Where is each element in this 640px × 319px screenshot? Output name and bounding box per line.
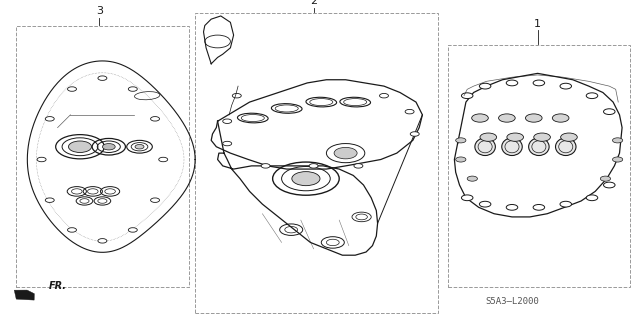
Circle shape [525, 114, 542, 122]
Circle shape [45, 198, 54, 203]
Circle shape [560, 201, 572, 207]
Circle shape [309, 164, 318, 168]
Polygon shape [14, 290, 35, 300]
Circle shape [128, 228, 137, 232]
Circle shape [480, 133, 497, 141]
Circle shape [67, 228, 76, 232]
Circle shape [604, 109, 615, 115]
Circle shape [600, 176, 611, 181]
Circle shape [223, 141, 232, 146]
Circle shape [461, 195, 473, 201]
Circle shape [560, 83, 572, 89]
Text: S5A3–L2000: S5A3–L2000 [485, 297, 539, 306]
Circle shape [68, 87, 77, 91]
Circle shape [479, 201, 491, 207]
Circle shape [586, 195, 598, 201]
Circle shape [129, 87, 138, 91]
Circle shape [472, 114, 488, 122]
Circle shape [586, 93, 598, 99]
Circle shape [456, 157, 466, 162]
Circle shape [506, 204, 518, 210]
Circle shape [292, 172, 320, 186]
Ellipse shape [556, 138, 576, 155]
Circle shape [380, 93, 388, 98]
Circle shape [533, 204, 545, 210]
Circle shape [45, 116, 54, 121]
Circle shape [533, 80, 545, 86]
Circle shape [68, 141, 92, 152]
Circle shape [461, 93, 473, 99]
Text: 2: 2 [310, 0, 317, 6]
Circle shape [98, 76, 107, 80]
Bar [16, 26, 189, 287]
Ellipse shape [529, 138, 549, 155]
Circle shape [612, 157, 623, 162]
Circle shape [223, 119, 232, 123]
Ellipse shape [502, 138, 522, 155]
Circle shape [534, 133, 550, 141]
Circle shape [261, 164, 270, 168]
Circle shape [135, 145, 144, 149]
Bar [448, 45, 630, 287]
Circle shape [456, 138, 466, 143]
Circle shape [552, 114, 569, 122]
Circle shape [150, 117, 159, 121]
Circle shape [410, 132, 419, 136]
Circle shape [604, 182, 615, 188]
Text: FR.: FR. [49, 281, 67, 291]
Circle shape [479, 83, 491, 89]
Circle shape [354, 164, 363, 168]
Circle shape [561, 133, 577, 141]
Circle shape [405, 109, 414, 114]
Circle shape [467, 176, 477, 181]
Circle shape [102, 144, 115, 150]
Circle shape [98, 239, 107, 243]
Circle shape [507, 133, 524, 141]
Circle shape [506, 80, 518, 86]
Ellipse shape [475, 138, 495, 155]
Text: 1: 1 [534, 19, 541, 29]
Circle shape [37, 157, 46, 162]
Circle shape [150, 198, 159, 203]
Circle shape [334, 147, 357, 159]
Bar [195, 13, 438, 313]
Circle shape [159, 157, 168, 162]
Circle shape [499, 114, 515, 122]
Circle shape [232, 93, 241, 98]
Text: 3: 3 [96, 6, 102, 16]
Circle shape [612, 138, 623, 143]
